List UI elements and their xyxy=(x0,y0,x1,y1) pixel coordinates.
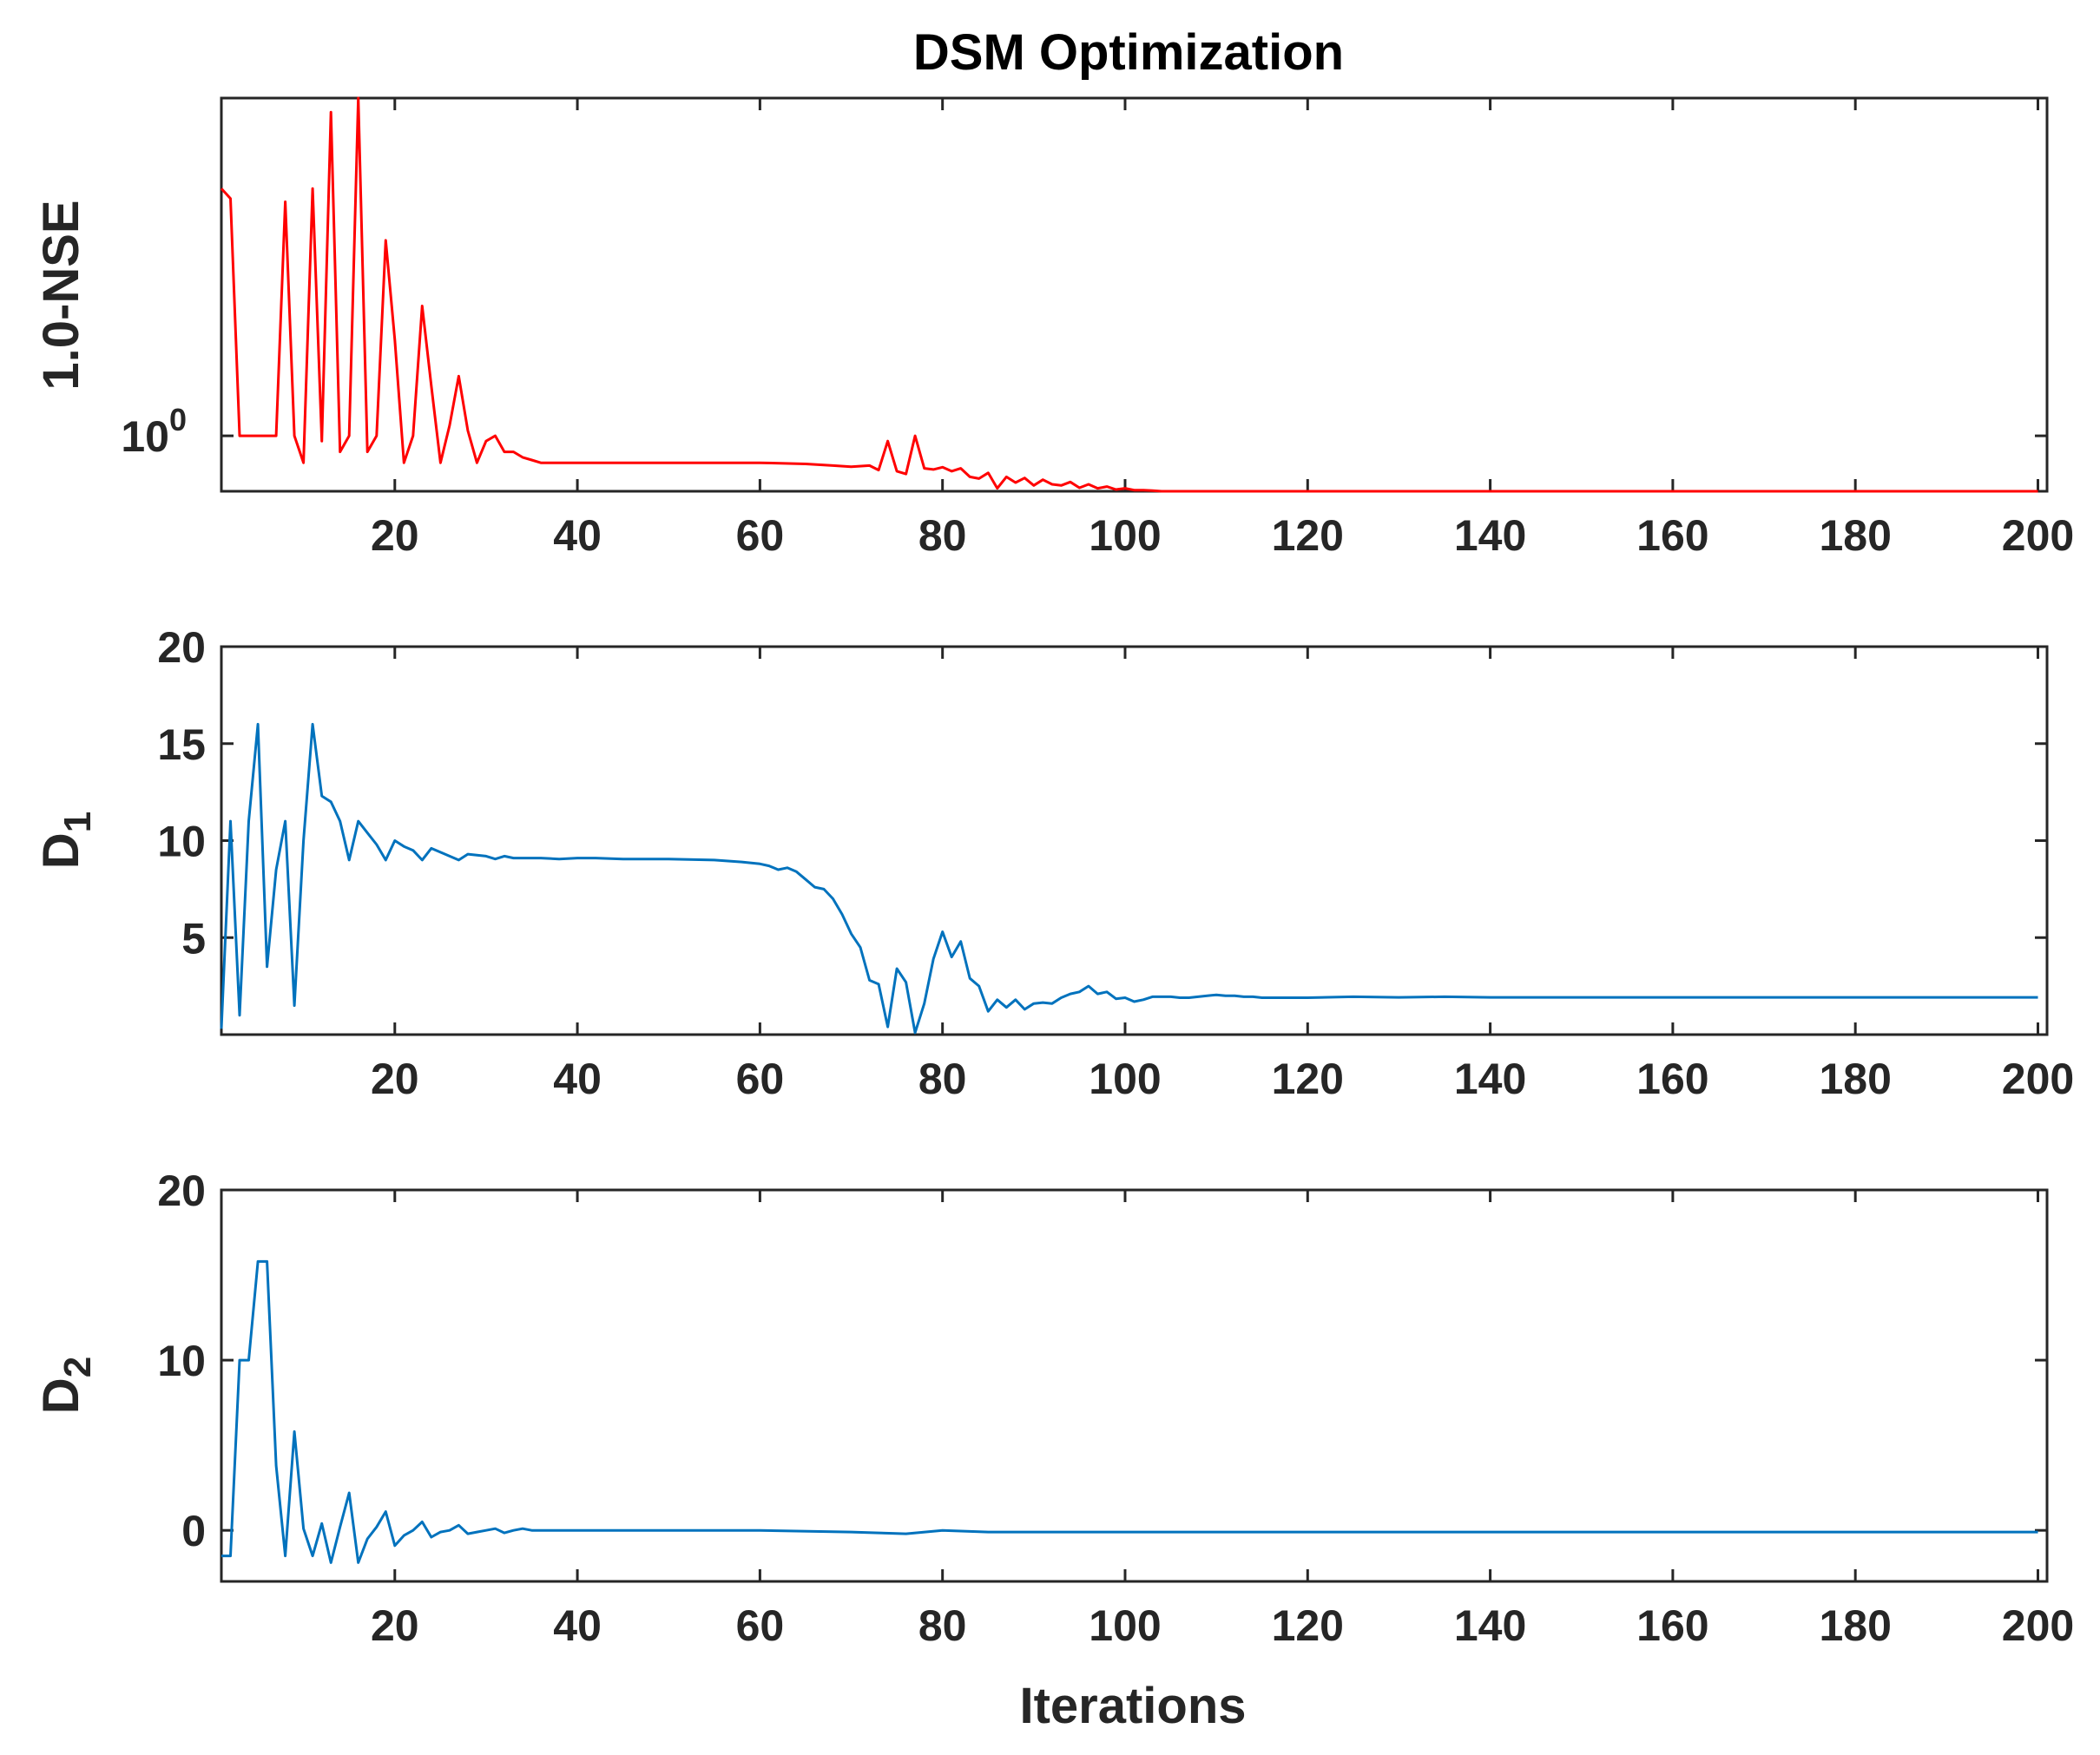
d2-x-tick-label: 140 xyxy=(1454,1601,1526,1650)
panel-d2: 20 40 60 80 100 120 140 160 180 200 0 10 20 D2 xyxy=(33,1167,2074,1650)
panel-nse: 20 40 60 80 100 120 140 160 180 200 100 1.0-NSE xyxy=(33,96,2074,560)
nse-y-tick-label-exponent: 0 xyxy=(169,402,187,437)
d2-y-tick-label: 10 xyxy=(157,1337,206,1385)
d1-y-axis-label: D1 xyxy=(33,812,99,869)
nse-x-tick-label: 140 xyxy=(1454,511,1526,560)
d1-y-axis-label-subscript: 1 xyxy=(56,812,99,832)
d2-y-axis-label-main: D xyxy=(33,1377,89,1414)
nse-x-tick-label: 80 xyxy=(918,511,967,560)
d2-x-tick-label: 160 xyxy=(1636,1601,1708,1650)
nse-ticks: 20 40 60 80 100 120 140 160 180 200 100 xyxy=(121,98,2074,560)
nse-x-tick-label: 20 xyxy=(371,511,419,560)
d1-x-tick-label: 120 xyxy=(1272,1055,1344,1103)
nse-x-tick-label: 120 xyxy=(1272,511,1344,560)
x-axis-label: Iterations xyxy=(1019,1678,1246,1734)
nse-x-tick-label: 100 xyxy=(1089,511,1161,560)
d2-y-axis-label-subscript: 2 xyxy=(56,1357,99,1377)
d2-axes-frame xyxy=(220,1188,2049,1583)
d1-series-line xyxy=(220,722,2038,1035)
nse-x-tick-label: 180 xyxy=(1819,511,1891,560)
d2-y-tick-label: 0 xyxy=(181,1507,206,1555)
panel-d1: 20 40 60 80 100 120 140 160 180 200 5 10 15 20 D1 xyxy=(33,623,2074,1103)
nse-y-tick-label: 100 xyxy=(121,402,187,461)
d2-x-tick-label: 80 xyxy=(918,1601,967,1650)
d1-x-tick-label: 180 xyxy=(1819,1055,1891,1103)
d1-x-tick-label: 20 xyxy=(371,1055,419,1103)
d2-x-tick-label: 180 xyxy=(1819,1601,1891,1650)
nse-x-tick-label: 40 xyxy=(553,511,602,560)
nse-y-tick-label-base: 10 xyxy=(121,412,169,461)
d2-ticks: 20 40 60 80 100 120 140 160 180 200 0 10 20 xyxy=(157,1167,2074,1650)
d2-x-tick-label: 40 xyxy=(553,1601,602,1650)
figure-title: DSM Optimization xyxy=(913,24,1344,81)
d2-x-tick-label: 20 xyxy=(371,1601,419,1650)
d2-x-tick-label: 100 xyxy=(1089,1601,1161,1650)
d1-x-tick-label: 100 xyxy=(1089,1055,1161,1103)
nse-series-line xyxy=(220,96,2038,493)
d1-y-tick-label: 10 xyxy=(157,818,206,866)
d1-x-tick-label: 200 xyxy=(2002,1055,2074,1103)
d1-x-tick-label: 160 xyxy=(1636,1055,1708,1103)
d1-ticks: 20 40 60 80 100 120 140 160 180 200 5 10 15 20 xyxy=(157,623,2074,1103)
d1-y-tick-label: 5 xyxy=(181,914,206,963)
d1-x-tick-label: 60 xyxy=(736,1055,785,1103)
d2-y-axis-label: D2 xyxy=(33,1357,99,1414)
d2-x-tick-label: 60 xyxy=(736,1601,785,1650)
nse-x-tick-label: 200 xyxy=(2002,511,2074,560)
d1-x-tick-label: 40 xyxy=(553,1055,602,1103)
d2-series-line xyxy=(221,1259,2038,1564)
d1-x-tick-label: 80 xyxy=(918,1055,967,1103)
nse-x-tick-label: 60 xyxy=(736,511,785,560)
d1-y-tick-label: 20 xyxy=(157,623,206,672)
d1-y-axis-label-main: D xyxy=(33,832,89,869)
d2-x-tick-label: 200 xyxy=(2002,1601,2074,1650)
d1-x-tick-label: 140 xyxy=(1454,1055,1526,1103)
nse-x-tick-label: 160 xyxy=(1636,511,1708,560)
d1-y-tick-label: 15 xyxy=(157,720,206,769)
d2-y-tick-label: 20 xyxy=(157,1167,206,1215)
nse-y-axis-label: 1.0-NSE xyxy=(33,200,89,390)
d2-x-tick-label: 120 xyxy=(1272,1601,1344,1650)
